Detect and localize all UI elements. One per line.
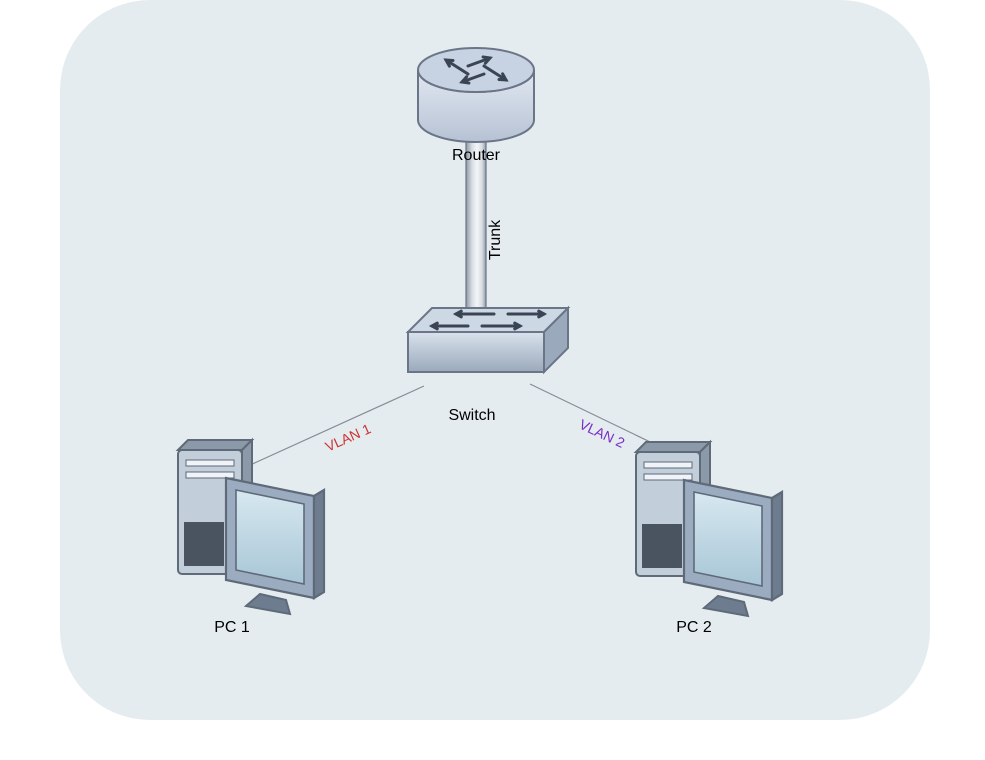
- pc-drive: [644, 462, 692, 468]
- router-node: [418, 48, 534, 142]
- pc-monitor-side: [772, 492, 782, 600]
- pc-monitor-screen: [694, 492, 762, 586]
- switch-node: [408, 308, 568, 372]
- pc1-node-label: PC 1: [214, 619, 250, 636]
- pc-monitor-screen: [236, 490, 304, 584]
- pc-panel: [184, 522, 224, 566]
- switch-front: [408, 332, 544, 372]
- pc-panel: [642, 524, 682, 568]
- switch-top: [408, 308, 568, 332]
- trunk-label: Trunk: [487, 219, 504, 260]
- pc-tower-top: [178, 440, 252, 450]
- pc-monitor-side: [314, 490, 324, 598]
- router-top: [418, 48, 534, 92]
- pc-drive: [186, 460, 234, 466]
- pc-tower-top: [636, 442, 710, 452]
- switch-label: Switch: [448, 407, 495, 424]
- router-label: Router: [452, 147, 501, 164]
- pc2-node-label: PC 2: [676, 619, 712, 636]
